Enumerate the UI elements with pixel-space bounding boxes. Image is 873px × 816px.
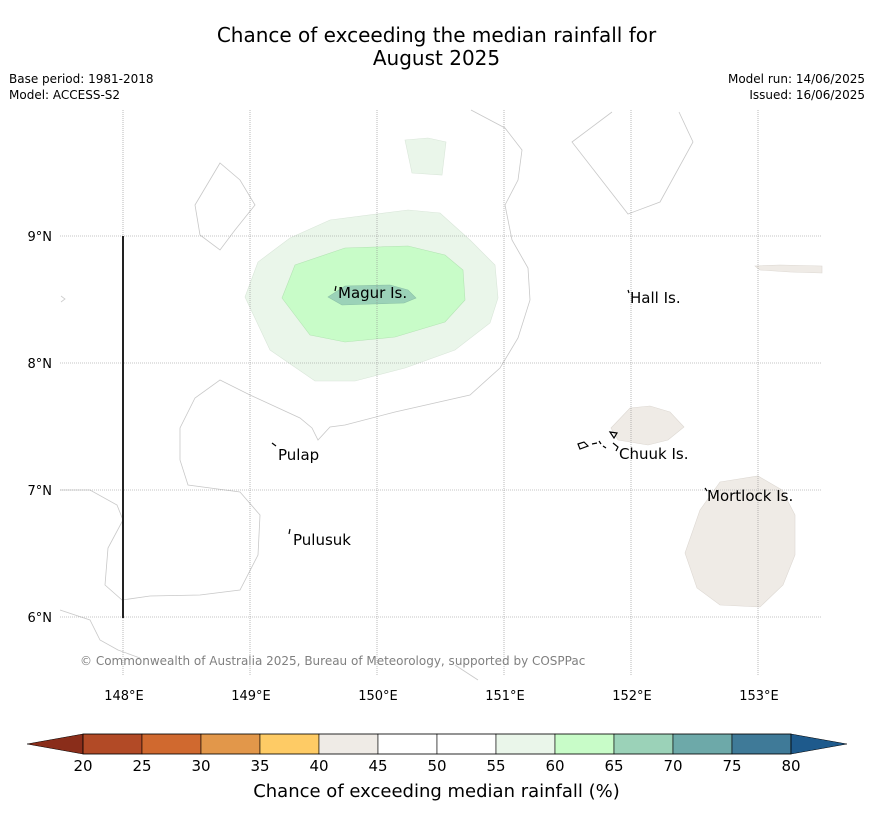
region-65-70 — [327, 284, 417, 306]
copyright-text: © Commonwealth of Australia 2025, Bureau… — [80, 654, 585, 668]
lon-label-149e: 149°E — [231, 689, 271, 704]
lat-label-9n: 9°N — [28, 230, 53, 245]
region-40-45-mortlock — [684, 475, 796, 608]
island-marks — [271, 285, 708, 535]
colorbar-cell — [200, 733, 261, 755]
colorbar-cells — [82, 733, 792, 755]
region-55-60-north — [404, 137, 447, 176]
colorbar-cell — [82, 733, 143, 755]
pulap-island-mark — [271, 442, 277, 447]
label-chuuk-is: Chuuk Is. — [619, 445, 688, 463]
colorbar-over-arrow — [790, 733, 848, 755]
colorbar-tick-label: 45 — [368, 757, 388, 775]
colorbar-tick-label: 20 — [73, 757, 93, 775]
colorbar-cell — [141, 733, 202, 755]
label-pulusuk: Pulusuk — [293, 531, 351, 549]
colorbar-cell — [259, 733, 320, 755]
colorbar-cell — [672, 733, 733, 755]
lat-label-6n: 6°N — [28, 611, 53, 626]
pulusuk-island-mark — [288, 528, 291, 535]
colorbar-cell — [554, 733, 615, 755]
mortlock-island-mark — [704, 487, 708, 492]
colorbar-cell — [495, 733, 556, 755]
colorbar-cell — [613, 733, 674, 755]
colorbar-tick-label: 25 — [132, 757, 152, 775]
colorbar-cell — [318, 733, 379, 755]
chuuk-lagoon-islands — [577, 431, 619, 452]
label-pulap: Pulap — [278, 446, 319, 464]
colorbar-label: Chance of exceeding median rainfall (%) — [253, 781, 620, 802]
model-run: Model run: 14/06/2025 — [727, 72, 865, 86]
region-40-45-east — [754, 264, 823, 274]
label-mortlock-is: Mortlock Is. — [707, 487, 793, 505]
lon-label-153e: 153°E — [739, 689, 779, 704]
colorbar-under-arrow — [26, 733, 84, 755]
base-period: Base period: 1981-2018 — [9, 72, 154, 86]
lon-label-151e: 151°E — [485, 689, 525, 704]
model-name: Model: ACCESS-S2 — [9, 88, 121, 102]
gridlines — [60, 110, 822, 675]
lon-label-148e: 148°E — [104, 689, 144, 704]
region-40-45-chuuk — [610, 405, 685, 446]
colorbar-tick-label: 65 — [604, 757, 624, 775]
lon-label-152e: 152°E — [612, 689, 652, 704]
colorbar-tick-label: 40 — [309, 757, 329, 775]
colorbar-outline — [82, 733, 792, 755]
magur-island-mark — [334, 285, 337, 292]
colorbar-tick-label: 60 — [545, 757, 565, 775]
colorbar-tick-label: 35 — [250, 757, 270, 775]
hall-island-mark — [627, 289, 630, 294]
contour-lines — [59, 109, 694, 681]
meta-left: Base period: 1981-2018 Model: ACCESS-S2 — [9, 71, 154, 103]
colorbar-cell — [731, 733, 792, 755]
colorbar-tick-label: 80 — [781, 757, 801, 775]
colorbar-tick-label: 30 — [191, 757, 211, 775]
lat-label-7n: 7°N — [28, 484, 53, 499]
colorbar-tick-label: 50 — [427, 757, 447, 775]
colorbar-tick-label: 75 — [722, 757, 742, 775]
chart-title-line2: August 2025 — [372, 46, 501, 70]
west-edge-mark — [60, 295, 66, 303]
label-magur-is: Magur Is. — [338, 284, 407, 302]
colorbar — [26, 733, 848, 755]
chart-title-line1: Chance of exceeding the median rainfall … — [216, 23, 657, 47]
colorbar-tick-label: 55 — [486, 757, 506, 775]
lon-label-150e: 150°E — [358, 689, 398, 704]
issued-date: Issued: 16/06/2025 — [749, 88, 865, 102]
label-hall-is: Hall Is. — [630, 289, 681, 307]
colorbar-cell — [377, 733, 438, 755]
lat-label-8n: 8°N — [28, 357, 53, 372]
colorbar-tick-label: 70 — [663, 757, 683, 775]
meta-right: Model run: 14/06/2025 Issued: 16/06/2025 — [728, 71, 865, 103]
colorbar-cell — [436, 733, 497, 755]
